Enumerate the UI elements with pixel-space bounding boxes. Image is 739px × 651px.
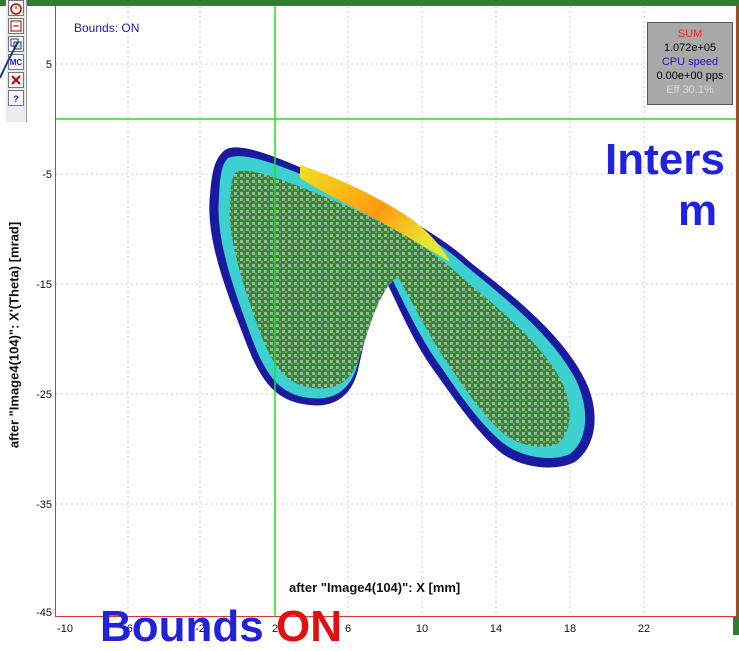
efficiency-value: Eff 30.1% — [666, 84, 714, 96]
connector-line — [0, 41, 19, 79]
stats-panel: SUM 1.072e+05 CPU speed 0.00e+00 pps Eff… — [647, 22, 733, 105]
x-tick-label: 22 — [638, 623, 650, 635]
slide-overlay-bounds: Bounds ON — [100, 605, 342, 649]
x-axis-label: after "Image4(104)": X [mm] — [289, 580, 461, 595]
slide-overlay-line1: Inters — [605, 135, 725, 184]
x-tick-label: 2 — [272, 623, 278, 635]
document-icon[interactable] — [8, 18, 24, 34]
help-icon[interactable]: ? — [8, 90, 24, 106]
sum-value: 1.072e+05 — [663, 42, 717, 54]
cancel-icon[interactable] — [8, 72, 24, 88]
cpu-speed-label: CPU speed — [661, 56, 719, 68]
help-icon-label: ? — [13, 94, 19, 104]
grid — [56, 6, 736, 616]
x-tick-label: 6 — [345, 623, 351, 635]
x-tick-label: 14 — [490, 623, 502, 635]
crosshair — [56, 6, 736, 616]
window-top-bar — [0, 0, 739, 6]
plot-frame — [55, 5, 737, 617]
y-tick-label: -5 — [42, 169, 52, 181]
sum-label: SUM — [677, 28, 703, 40]
x-tick-label: -10 — [57, 623, 73, 635]
slide-overlay-on-word: ON — [276, 602, 342, 651]
x-tick-label: -2 — [195, 623, 205, 635]
bounds-status-label: Bounds: ON — [74, 21, 140, 35]
mc-icon-label: MC — [9, 58, 23, 67]
y-tick-label: -15 — [36, 279, 52, 291]
slide-overlay-line2: m — [678, 186, 718, 235]
y-axis-label: after "Image4(104)": X'(Theta) [mrad] — [6, 221, 22, 449]
beam-distribution — [209, 147, 595, 468]
x-tick-label: -6 — [123, 623, 133, 635]
x-tick-label: 10 — [416, 623, 428, 635]
slide-overlay-bounds-word: Bounds — [100, 602, 264, 651]
x-tick-label: 18 — [564, 623, 576, 635]
x-tick-labels: -10 -6 -2 2 6 10 14 18 22 — [57, 623, 650, 635]
y-tick-label: -25 — [36, 389, 52, 401]
y-tick-label: 5 — [46, 59, 52, 71]
stopwatch-icon[interactable] — [8, 0, 24, 16]
phase-space-plot: -10 -6 -2 2 6 10 14 18 22 5 -5 -15 -25 -35 -45 — [36, 6, 736, 635]
y-tick-label: -35 — [36, 499, 52, 511]
y-tick-label: -45 — [36, 607, 52, 619]
y-tick-labels: 5 -5 -15 -25 -35 -45 — [36, 59, 52, 619]
cpu-speed-value: 0.00e+00 pps — [656, 70, 724, 82]
